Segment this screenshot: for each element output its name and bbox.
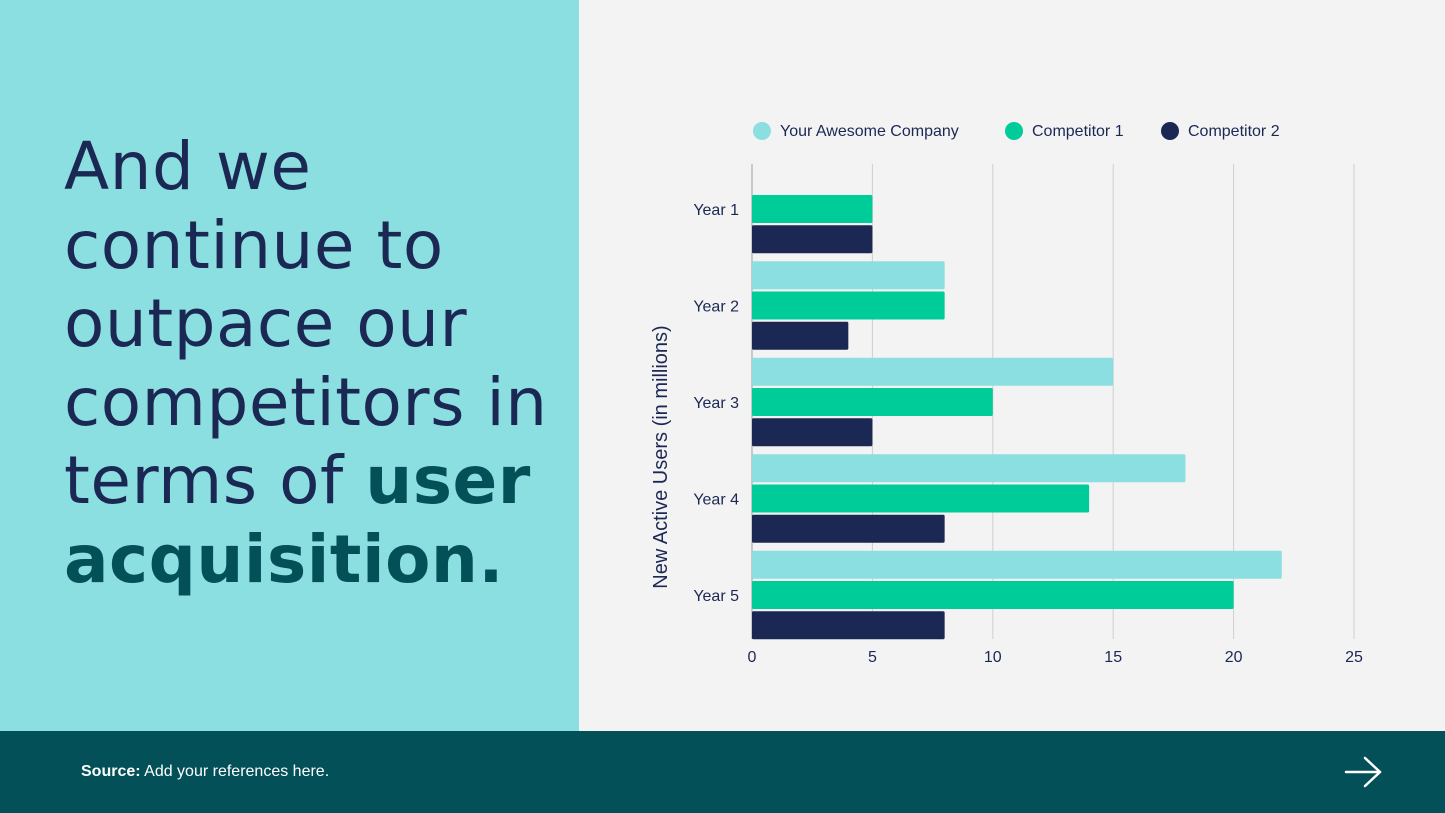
- next-slide-button[interactable]: [1344, 755, 1384, 789]
- bar-competitor-1-year-1: [752, 195, 873, 223]
- bar-your-awesome-company-year-5: [752, 550, 1282, 579]
- headline-panel: And we continue to outpace our competito…: [0, 0, 579, 731]
- source-label: Source:: [81, 763, 141, 780]
- category-label: Year 2: [693, 299, 739, 316]
- legend-label: Competitor 2: [1188, 123, 1280, 140]
- chart-area: 0 5 10 15 20 25 Year 1 Year 2 Year 3 Year 4 Year 5…: [579, 0, 1445, 731]
- category-label: Year 1: [693, 202, 739, 219]
- bar-competitor-1-year-5: [752, 581, 1234, 609]
- x-tick-label: 0: [748, 649, 757, 666]
- category-label: Year 3: [693, 395, 739, 412]
- source-note: Source: Add your references here.: [81, 763, 329, 781]
- source-text: Add your references here.: [140, 763, 330, 780]
- x-tick-label: 25: [1345, 649, 1363, 666]
- headline-regular-text: And we continue to outpace our competito…: [64, 128, 548, 519]
- bar-competitor-2-year-2: [752, 321, 849, 350]
- bar-chart: 0 5 10 15 20 25 Year 1 Year 2 Year 3 Year 4 Year 5…: [650, 122, 1363, 666]
- bar-competitor-2-year-4: [752, 514, 945, 543]
- headline: And we continue to outpace our competito…: [64, 128, 564, 599]
- category-label: Year 4: [693, 492, 739, 509]
- footer-bar: Source: Add your references here.: [0, 731, 1445, 813]
- bar-competitor-1-year-3: [752, 388, 993, 416]
- bar-competitor-1-year-2: [752, 291, 945, 320]
- bar-competitor-2-year-3: [752, 418, 873, 447]
- x-tick-label: 10: [984, 649, 1002, 666]
- legend-marker: [753, 122, 771, 140]
- bar-your-awesome-company-year-2: [752, 261, 945, 290]
- headline-bold-text: user acquisition.: [64, 442, 531, 598]
- x-tick-label: 5: [868, 649, 877, 666]
- bar-competitor-1-year-4: [752, 484, 1090, 513]
- category-label: Year 5: [693, 588, 739, 605]
- bar-competitor-2-year-1: [752, 225, 873, 254]
- x-tick-label: 15: [1104, 649, 1122, 666]
- y-axis-title: New Active Users (in millions): [650, 325, 672, 588]
- legend-label: Your Awesome Company: [780, 123, 959, 140]
- legend-marker: [1005, 122, 1023, 140]
- legend-label: Competitor 1: [1032, 123, 1124, 140]
- arrow-right-icon: [1344, 756, 1382, 788]
- legend-marker: [1161, 122, 1179, 140]
- bar-competitor-2-year-5: [752, 611, 945, 640]
- x-tick-label: 20: [1225, 649, 1243, 666]
- bar-your-awesome-company-year-4: [752, 454, 1186, 483]
- bar-your-awesome-company-year-3: [752, 357, 1114, 386]
